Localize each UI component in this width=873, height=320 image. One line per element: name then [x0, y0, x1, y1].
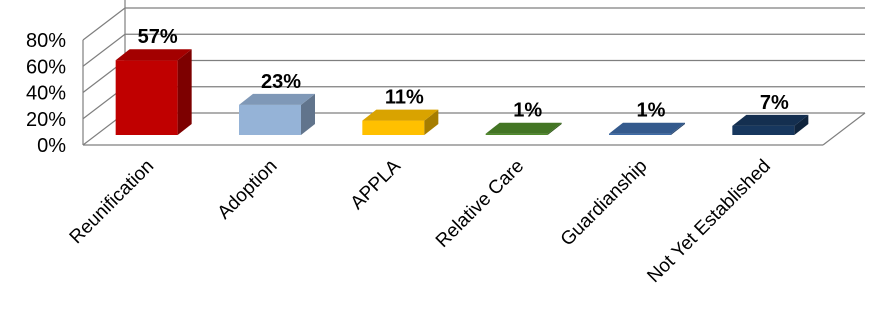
bar-top-face [239, 93, 315, 105]
y-tick-label: 0% [37, 135, 66, 157]
x-tick-label: Relative Care [432, 156, 528, 252]
data-label: 23% [261, 71, 301, 93]
bar-side-face [547, 122, 562, 135]
bar-front-face [485, 133, 548, 135]
side-wall-gridline [82, 33, 126, 67]
bar-side-face [794, 114, 809, 135]
bars [115, 49, 809, 135]
bar-top-face [485, 122, 562, 134]
data-label: 11% [385, 87, 424, 109]
floor-right-edge [822, 112, 866, 146]
x-tick-label: Not Yet Established [643, 156, 774, 287]
bar-side-face [301, 93, 315, 135]
bar-front-face [732, 125, 795, 135]
bar-top-face [609, 122, 685, 134]
chart-walls [82, 0, 866, 146]
bar-top-face [362, 109, 439, 121]
x-tick-label: Reunification [66, 156, 159, 249]
side-wall-gridline [82, 7, 126, 41]
y-tick-label: 40% [26, 83, 66, 105]
bar-front-face [239, 104, 301, 135]
bar-front-face [115, 60, 178, 135]
x-tick-label: APPLA [347, 155, 405, 213]
data-label: 1% [637, 100, 666, 122]
bar [485, 122, 562, 135]
bar-top-face [732, 114, 809, 126]
x-tick-label: Guardianship [557, 156, 652, 251]
bar-top-face [115, 49, 192, 61]
x-tick-label: Adoption [214, 156, 282, 224]
bar-side-face [424, 109, 439, 135]
y-axis-labels: 0% 20% 40% 60% 80% [26, 30, 66, 157]
bar-side-face [177, 49, 192, 135]
bar [239, 93, 315, 135]
data-label: 7% [760, 92, 789, 114]
y-tick-label: 60% [26, 56, 66, 78]
y-tick-label: 20% [26, 109, 66, 131]
bar [609, 122, 685, 135]
data-label: 1% [513, 100, 542, 122]
bar-front-face [609, 133, 671, 135]
x-axis-labels: Reunification Adoption APPLA Relative Care G… [66, 155, 775, 287]
data-labels: 57% 23% 11% 1% 1% 7% [138, 26, 789, 122]
bar [362, 109, 439, 135]
data-label: 57% [138, 26, 178, 48]
bar [115, 49, 192, 135]
bar [732, 114, 809, 135]
y-tick-label: 80% [26, 30, 66, 52]
bar-side-face [671, 122, 685, 135]
bar-front-face [362, 120, 425, 135]
